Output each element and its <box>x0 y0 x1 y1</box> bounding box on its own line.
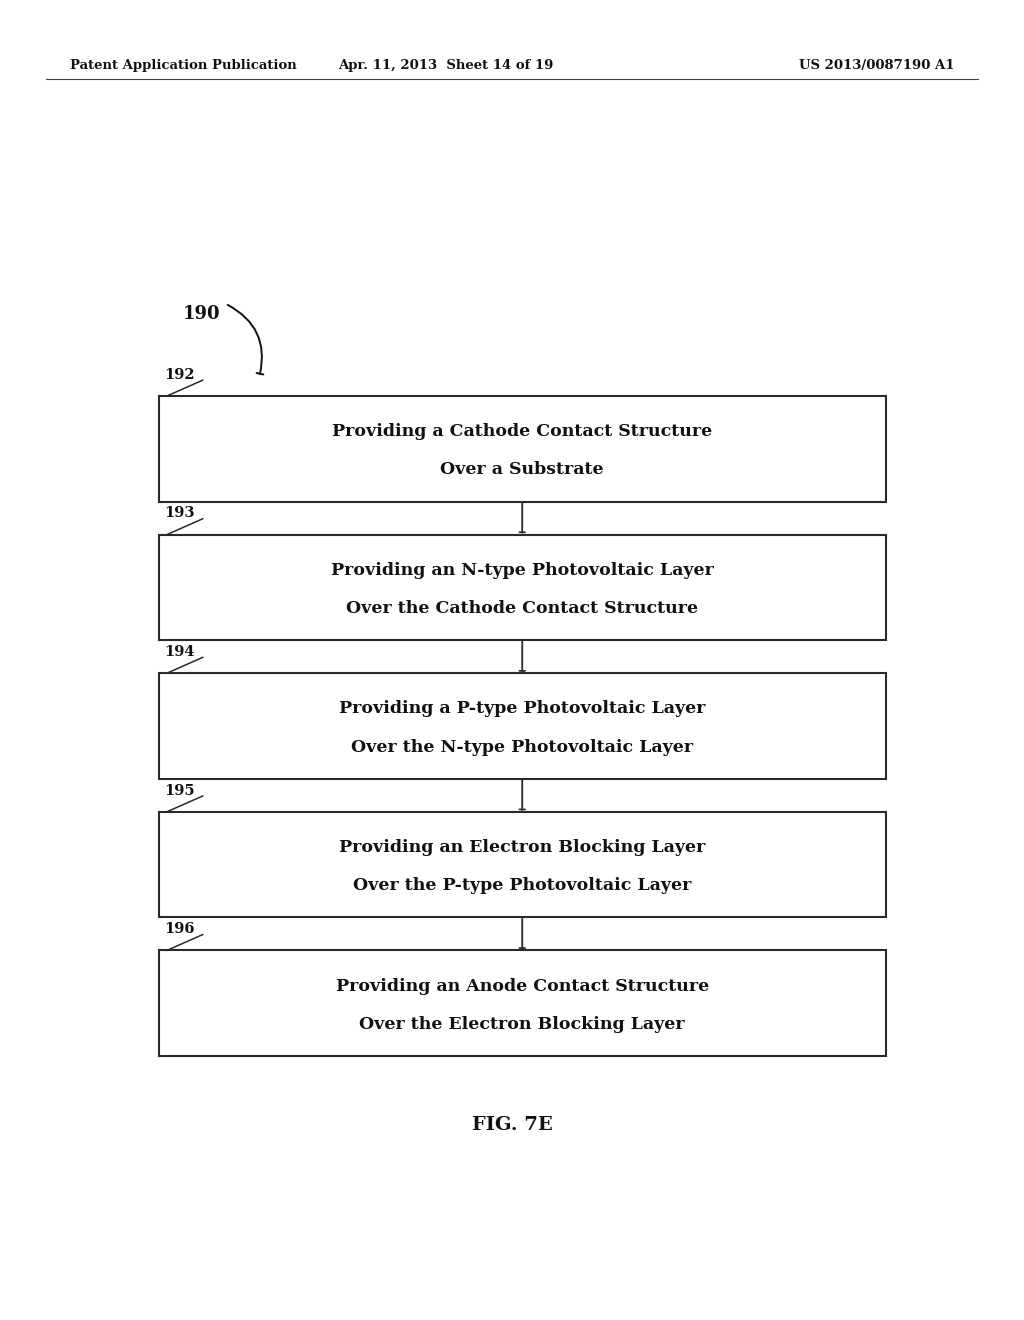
Text: Over the N-type Photovoltaic Layer: Over the N-type Photovoltaic Layer <box>351 739 693 755</box>
Text: US 2013/0087190 A1: US 2013/0087190 A1 <box>799 59 954 73</box>
Text: 192: 192 <box>164 368 195 381</box>
Bar <box>159 950 886 1056</box>
Text: Providing an Anode Contact Structure: Providing an Anode Contact Structure <box>336 978 709 994</box>
Text: Providing an Electron Blocking Layer: Providing an Electron Blocking Layer <box>339 840 706 855</box>
Text: 194: 194 <box>164 645 195 659</box>
Text: Over the Cathode Contact Structure: Over the Cathode Contact Structure <box>346 601 698 616</box>
Text: Providing a P-type Photovoltaic Layer: Providing a P-type Photovoltaic Layer <box>339 701 706 717</box>
Text: Over the Electron Blocking Layer: Over the Electron Blocking Layer <box>359 1016 685 1032</box>
Bar <box>159 396 886 502</box>
Text: Over the P-type Photovoltaic Layer: Over the P-type Photovoltaic Layer <box>353 878 691 894</box>
Text: 190: 190 <box>182 305 220 323</box>
Text: FIG. 7E: FIG. 7E <box>472 1115 552 1134</box>
Text: Over a Substrate: Over a Substrate <box>440 462 604 478</box>
Text: 196: 196 <box>164 923 195 936</box>
Bar <box>159 673 886 779</box>
Bar <box>159 812 886 917</box>
Text: 195: 195 <box>164 784 195 797</box>
Text: Apr. 11, 2013  Sheet 14 of 19: Apr. 11, 2013 Sheet 14 of 19 <box>338 59 553 73</box>
Text: Providing an N-type Photovoltaic Layer: Providing an N-type Photovoltaic Layer <box>331 562 714 578</box>
Bar <box>159 535 886 640</box>
Text: Providing a Cathode Contact Structure: Providing a Cathode Contact Structure <box>332 424 713 440</box>
Text: Patent Application Publication: Patent Application Publication <box>70 59 296 73</box>
Text: 193: 193 <box>164 507 195 520</box>
